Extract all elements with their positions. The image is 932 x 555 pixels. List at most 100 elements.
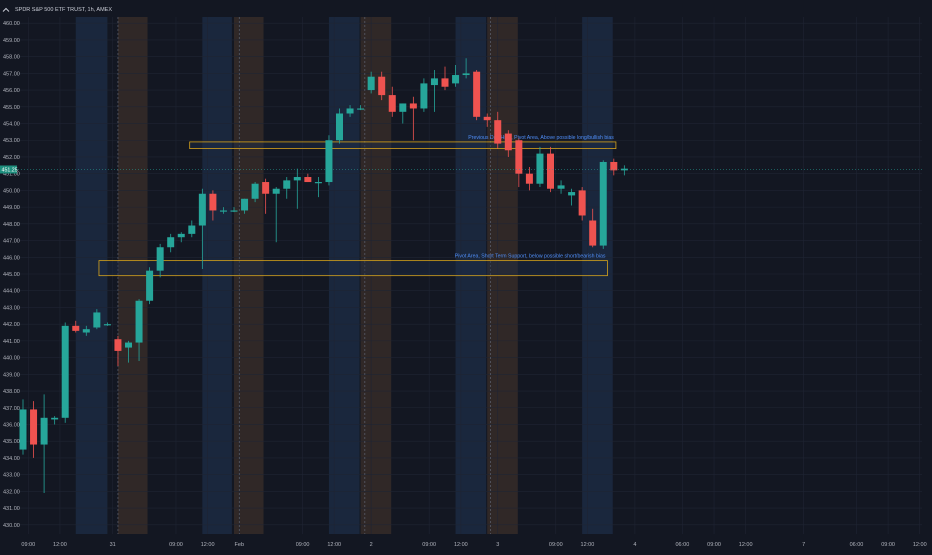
candle[interactable] bbox=[40, 394, 48, 494]
candle[interactable] bbox=[473, 70, 481, 121]
candle[interactable] bbox=[357, 105, 365, 111]
candle[interactable] bbox=[367, 71, 375, 94]
candle-body bbox=[135, 300, 143, 343]
candle[interactable] bbox=[251, 182, 259, 203]
candle[interactable] bbox=[314, 177, 322, 198]
price-tick-label: 449.00 bbox=[3, 205, 20, 211]
price-tick-label: 446.00 bbox=[3, 255, 20, 261]
zone-annotation: Pivot Area, Short Term Support, below po… bbox=[455, 254, 606, 260]
time-tick-label: 12:00 bbox=[913, 542, 927, 548]
candle[interactable] bbox=[19, 399, 27, 455]
candle[interactable] bbox=[72, 320, 80, 333]
candle[interactable] bbox=[452, 65, 460, 87]
time-tick-label: 12:00 bbox=[454, 542, 468, 548]
price-tick-label: 444.00 bbox=[3, 289, 20, 295]
candle-body bbox=[494, 120, 502, 144]
candle[interactable] bbox=[336, 108, 343, 144]
candle[interactable] bbox=[525, 166, 533, 191]
candle-body bbox=[114, 339, 122, 351]
candle[interactable] bbox=[399, 103, 407, 124]
candle[interactable] bbox=[51, 416, 59, 425]
time-tick-label: 06:00 bbox=[850, 542, 864, 548]
candle[interactable] bbox=[610, 158, 618, 176]
candle-body bbox=[515, 140, 523, 174]
candle-body bbox=[547, 153, 554, 189]
candle-body bbox=[367, 76, 375, 91]
chevron-up-icon[interactable] bbox=[1, 5, 11, 15]
candle-body bbox=[568, 192, 576, 196]
candle[interactable] bbox=[547, 146, 554, 193]
candle[interactable] bbox=[30, 401, 38, 458]
price-tick-label: 442.00 bbox=[3, 322, 20, 328]
candle[interactable] bbox=[241, 198, 249, 214]
time-tick-label: 2 bbox=[370, 542, 373, 548]
candle[interactable] bbox=[219, 207, 227, 214]
candle[interactable] bbox=[578, 187, 586, 221]
candle[interactable] bbox=[325, 135, 333, 186]
price-tick-label: 435.00 bbox=[3, 439, 20, 445]
candle[interactable] bbox=[589, 208, 597, 248]
price-tick-label: 437.00 bbox=[3, 406, 20, 412]
price-tick-label: 445.00 bbox=[3, 272, 20, 278]
candle-body bbox=[125, 342, 132, 348]
price-tick-label: 459.00 bbox=[3, 38, 20, 44]
last-price-badge: 451.25 bbox=[0, 165, 18, 174]
candle[interactable] bbox=[388, 86, 396, 117]
candle[interactable] bbox=[103, 322, 111, 326]
candle[interactable] bbox=[557, 180, 565, 194]
candle[interactable] bbox=[177, 232, 185, 243]
candle-body bbox=[188, 225, 196, 234]
candle[interactable] bbox=[599, 160, 607, 249]
candle-body bbox=[103, 324, 111, 326]
candle[interactable] bbox=[409, 96, 417, 141]
candle[interactable] bbox=[346, 105, 354, 117]
candle[interactable] bbox=[515, 138, 523, 188]
candle-body bbox=[177, 233, 185, 238]
candle[interactable] bbox=[93, 309, 101, 330]
last-price-badge-bg bbox=[0, 165, 17, 174]
candle[interactable] bbox=[536, 146, 544, 188]
candle[interactable] bbox=[272, 187, 280, 243]
candle[interactable] bbox=[198, 188, 206, 269]
candle[interactable] bbox=[293, 168, 301, 209]
candle[interactable] bbox=[441, 66, 449, 91]
time-tick-label: 12:00 bbox=[201, 542, 215, 548]
candle[interactable] bbox=[146, 267, 154, 305]
candle[interactable] bbox=[135, 299, 143, 361]
time-tick-label: 09:00 bbox=[21, 542, 35, 548]
candle[interactable] bbox=[483, 113, 491, 127]
candle[interactable] bbox=[462, 58, 470, 79]
candle[interactable] bbox=[167, 233, 175, 253]
candle-body bbox=[578, 190, 586, 216]
candle[interactable] bbox=[156, 243, 164, 278]
candle[interactable] bbox=[114, 335, 122, 366]
candle[interactable] bbox=[283, 177, 291, 199]
candle[interactable] bbox=[125, 340, 132, 363]
candle[interactable] bbox=[420, 78, 428, 112]
candle[interactable] bbox=[82, 325, 90, 336]
chart-header: SPDR S&P 500 ETF TRUST, 1h, AMEX bbox=[1, 4, 112, 16]
candle-body bbox=[241, 198, 249, 211]
time-tick-label: 09:00 bbox=[549, 542, 563, 548]
time-tick-label: 12:00 bbox=[739, 542, 753, 548]
candle[interactable] bbox=[378, 71, 386, 101]
candle[interactable] bbox=[262, 178, 270, 214]
candle[interactable] bbox=[504, 130, 512, 157]
candle[interactable] bbox=[61, 322, 69, 423]
candle[interactable] bbox=[188, 220, 196, 238]
candle[interactable] bbox=[494, 111, 502, 149]
time-tick-label: 7 bbox=[802, 542, 805, 548]
price-tick-label: 441.00 bbox=[3, 339, 20, 345]
price-tick-label: 430.00 bbox=[3, 523, 20, 529]
time-tick-label: Feb bbox=[235, 542, 244, 548]
candle[interactable] bbox=[568, 188, 576, 206]
candle[interactable] bbox=[209, 190, 217, 221]
candle-body bbox=[430, 78, 438, 86]
candle-body bbox=[599, 161, 607, 246]
candle[interactable] bbox=[230, 207, 238, 213]
candle[interactable] bbox=[430, 70, 438, 112]
candle[interactable] bbox=[304, 173, 312, 183]
price-tick-label: 460.00 bbox=[3, 21, 20, 27]
